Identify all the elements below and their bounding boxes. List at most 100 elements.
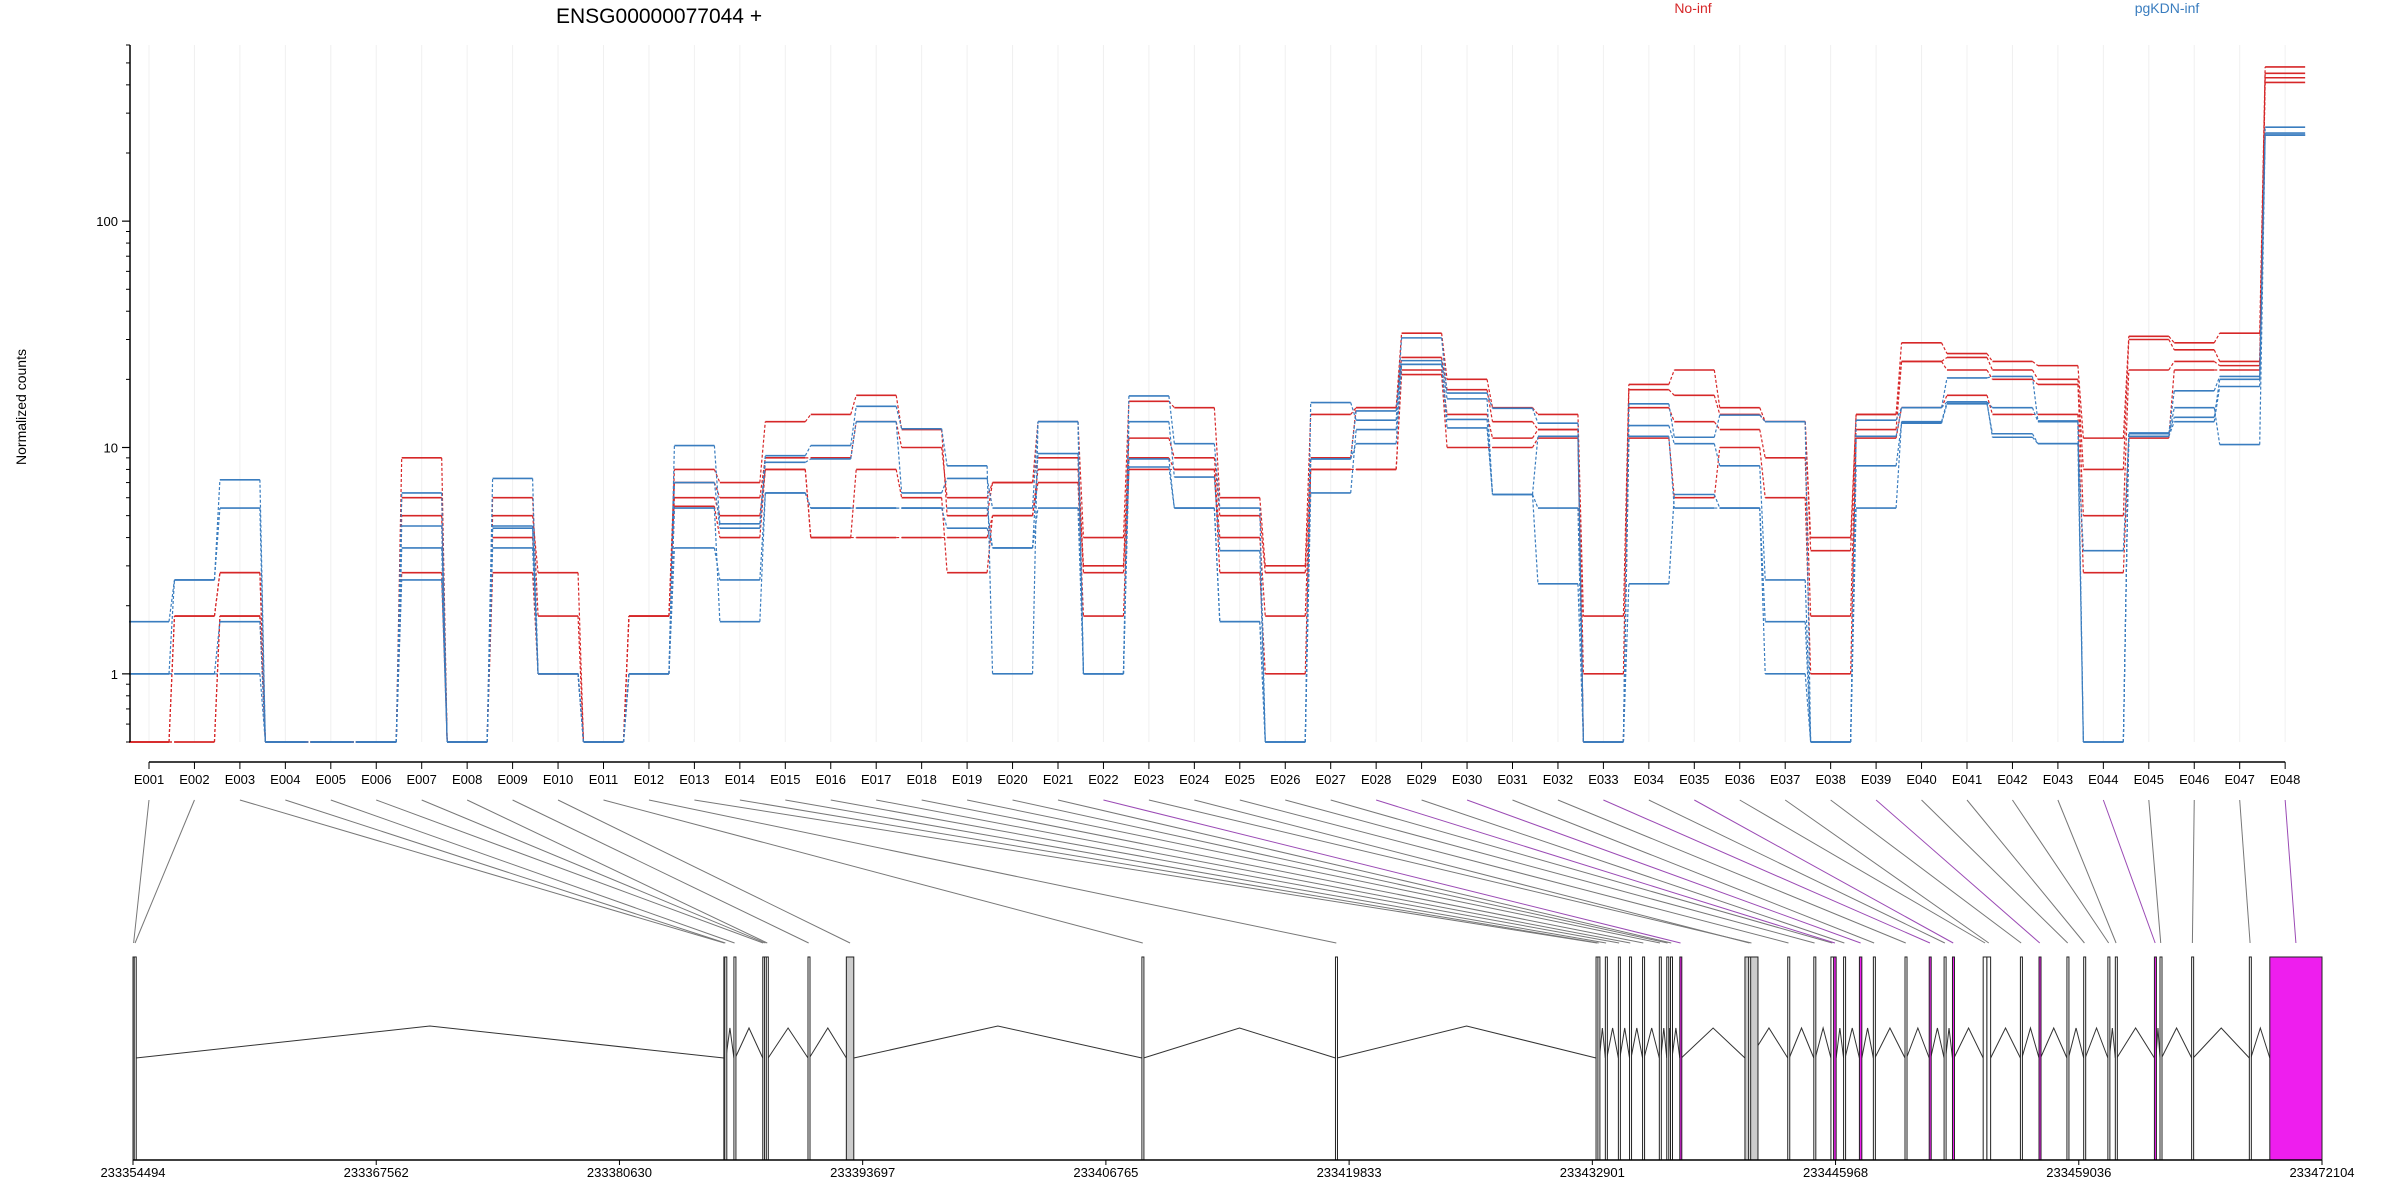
series-connector [1168,421,1175,478]
series-connector [1941,361,1948,371]
series-connector [713,508,721,622]
intron-line [1930,1027,1945,1059]
series-connector [1031,453,1039,548]
intron-line [2116,1027,2155,1059]
series-connector [1668,369,1675,385]
series-connector [1759,508,1766,674]
series-connector [1304,492,1312,743]
series-connector [1259,537,1266,617]
series-connector [1077,457,1085,566]
x-tick-label-e030: E030 [1452,772,1482,787]
series-connector [1895,407,1903,439]
x-tick-label-e010: E010 [543,772,573,787]
series-connector [1668,494,1675,584]
series-connector [1941,356,1948,362]
x-tick-label-e027: E027 [1316,772,1346,787]
series-connector [2032,378,2039,385]
series-connector [1168,395,1175,444]
connector-e019 [966,799,1661,944]
series-connector [532,547,539,674]
series-connector [1486,419,1494,495]
series-connector [2213,376,2221,392]
connector-e002 [134,799,195,944]
connector-e022 [1103,799,1681,944]
x-tick-label-e004: E004 [270,772,300,787]
x-tick-label-e041: E041 [1952,772,1982,787]
x-tick-label-e015: E015 [770,772,800,787]
series-connector [1577,414,1584,617]
genomic-tick-label: 233432901 [1560,1165,1625,1180]
series-connector [1622,436,1630,743]
series-connector [1259,515,1266,573]
x-tick-label-e001: E001 [134,772,164,787]
series-connector [986,528,994,549]
genomic-tick-label: 233380630 [587,1165,652,1180]
series-connector [2168,335,2175,344]
intron-line [1630,1027,1644,1059]
series-connector [441,579,448,743]
exon-e046 [2191,956,2195,1161]
series-connector [986,482,994,498]
series-connector [1986,369,1993,380]
intron-line [1953,1026,1984,1059]
series-connector [2122,369,2130,516]
intron-line [2192,1027,2250,1059]
series-connector [895,406,903,429]
series-connector [1077,508,1085,674]
x-tick-label-e048: E048 [2270,772,2300,787]
intron-line [1861,1027,1874,1059]
series-line-no-inf-2 [129,76,2306,743]
series-connector [2077,379,2084,470]
connector-e048 [2284,799,2297,944]
exon-e017 [1629,956,1633,1161]
series-connector [1350,410,1357,460]
exon-e015 [1604,956,1608,1161]
exon-e020 [1666,956,1670,1161]
exon-e038 [2019,956,2023,1161]
series-connector [2077,365,2084,439]
series-connector [1940,403,1948,424]
series-connector [1532,421,1539,430]
exon-e047 [2248,956,2252,1161]
connector-e021 [1057,799,1672,944]
series-connector [1213,469,1221,573]
x-tick-label-e042: E042 [1997,772,2027,787]
series-connector [1668,436,1675,509]
genomic-tick-label: 233406765 [1073,1165,1138,1180]
series-line-pgkdn-inf-6 [129,134,2306,743]
series-connector [804,414,812,423]
x-tick-label-e024: E024 [1179,772,1209,787]
series-connector [259,508,266,743]
intron-line [1619,1027,1631,1059]
intron-line [2250,1026,2271,1059]
x-tick-label-e043: E043 [2043,772,2073,787]
intron-line [1906,1026,1930,1059]
series-line-no-inf-3 [129,81,2306,743]
connector-e033 [1603,799,1931,944]
series-connector [1940,377,1948,408]
connector-e040 [1921,799,2069,944]
series-connector [2213,332,2221,344]
series-connector [2213,349,2221,362]
series-lines [129,66,2306,743]
connector-e041 [1966,799,2085,944]
series-connector [1804,497,1812,674]
series-connector [1713,447,1721,498]
series-connector [259,621,266,743]
series-connector [2031,376,2039,422]
intron-line [1835,1027,1845,1059]
x-tick-label-e046: E046 [2179,772,2209,787]
series-connector [2077,384,2084,516]
connector-e046 [2191,799,2195,944]
intron-line [734,1026,764,1059]
x-tick-label-e031: E031 [1497,772,1527,787]
series-connector [850,395,857,415]
series-connector [1713,443,1721,466]
series-connector [1077,421,1085,538]
connector-e010 [557,799,851,944]
series-connector [713,482,721,529]
connector-e001 [133,799,150,944]
x-tick-label-e047: E047 [2225,772,2255,787]
intron-line [2040,1026,2068,1059]
